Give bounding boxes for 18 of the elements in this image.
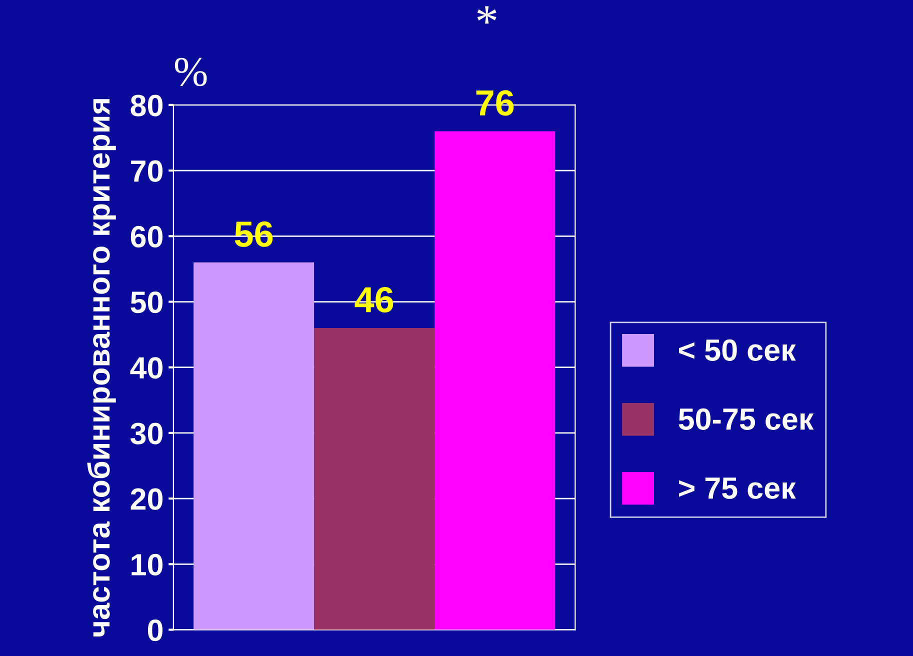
bar bbox=[314, 328, 435, 630]
legend-label: 50-75 сек bbox=[678, 408, 814, 430]
y-tick-label: 70 bbox=[131, 160, 162, 182]
y-tick-label: 40 bbox=[130, 357, 162, 379]
bar bbox=[434, 131, 556, 630]
text: * bbox=[477, 6, 496, 24]
y-tick-label: 30 bbox=[130, 422, 162, 444]
y-tick-label: 60 bbox=[130, 226, 162, 248]
bar bbox=[194, 262, 314, 630]
y-tick-label: 50 bbox=[130, 291, 162, 314]
y-axis-title: частота кобинированного критерия bbox=[87, 99, 116, 636]
legend-label: > 75 сек bbox=[679, 478, 796, 499]
text: % bbox=[174, 58, 207, 86]
y-tick-label: 10 bbox=[132, 554, 162, 576]
legend-label: < 50 сек bbox=[679, 339, 796, 361]
y-tick-label: 20 bbox=[130, 488, 162, 510]
y-tick-label: 80 bbox=[130, 94, 162, 116]
y-tick-label: 0 bbox=[148, 619, 162, 642]
